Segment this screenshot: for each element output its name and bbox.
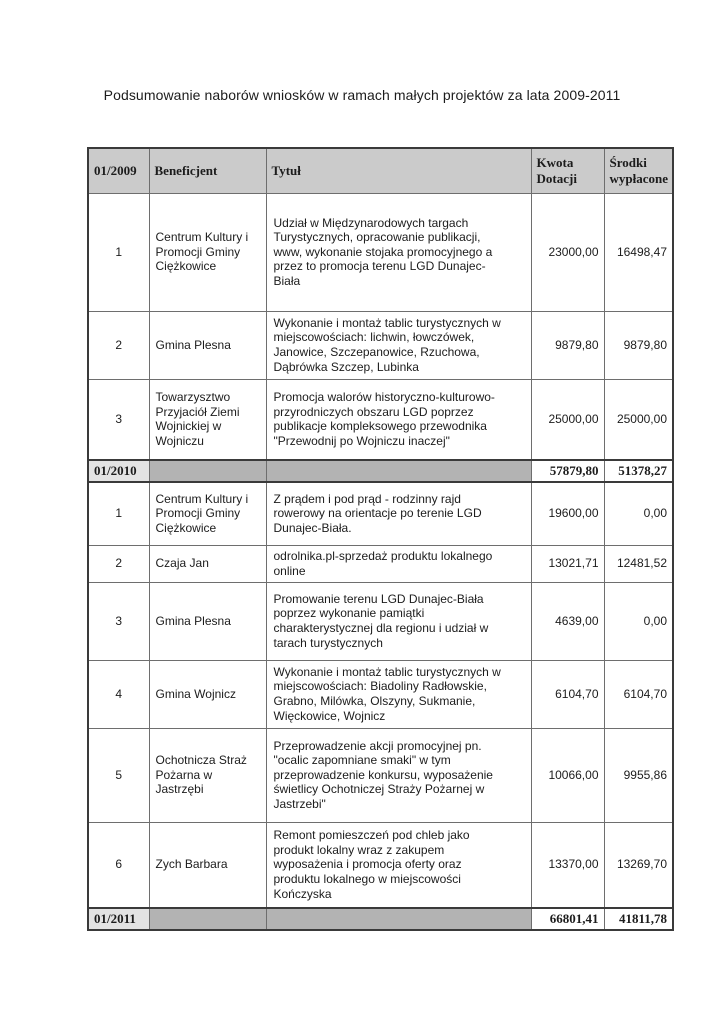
summary-period: 01/2010	[87, 459, 150, 483]
row-number: 1	[87, 481, 150, 546]
col-header-grant: Kwota Dotacji	[530, 147, 605, 194]
paid-amount: 9955,86	[603, 727, 674, 823]
summary-filler-cell	[265, 907, 532, 931]
project-title: Wykonanie i montaż tablic turystycznych …	[265, 659, 532, 729]
row-number: 3	[87, 581, 150, 661]
summary-grant-total: 66801,41	[530, 907, 605, 931]
page-title: Podsumowanie naborów wniosków w ramach m…	[103, 87, 621, 103]
grant-amount: 6104,70	[530, 659, 605, 729]
summary-filler-cell	[265, 459, 532, 483]
row-number: 6	[87, 821, 150, 909]
table-row: 2 Czaja Jan odrolnika.pl-sprzedaż produk…	[87, 544, 674, 583]
col-header-title: Tytuł	[265, 147, 532, 194]
paid-amount: 25000,00	[603, 378, 674, 461]
project-title: Remont pomieszczeń pod chleb jako produk…	[265, 821, 532, 909]
grant-amount: 19600,00	[530, 481, 605, 546]
paid-amount: 13269,70	[603, 821, 674, 909]
row-number: 4	[87, 659, 150, 729]
project-title: Przeprowadzenie akcji promocyjnej pn. "o…	[265, 727, 532, 823]
paid-amount: 0,00	[603, 481, 674, 546]
col-header-beneficiary: Beneficjent	[148, 147, 267, 194]
table-row: 3 Gmina Plesna Promowanie terenu LGD Dun…	[87, 581, 674, 661]
grant-amount: 13021,71	[530, 544, 605, 583]
col-header-period: 01/2009	[87, 147, 150, 194]
beneficiary-name: Towarzysztwo Przyjaciół Ziemi Wojnickiej…	[148, 378, 267, 461]
grant-amount: 9879,80	[530, 310, 605, 380]
projects-summary-table: 01/2009 Beneficjent Tytuł Kwota Dotacji …	[87, 147, 674, 931]
beneficiary-name: Centrum Kultury i Promocji Gminy Ciężkow…	[148, 481, 267, 546]
paid-amount: 0,00	[603, 581, 674, 661]
grant-amount: 13370,00	[530, 821, 605, 909]
col-header-paid: Środki wypłacone	[603, 147, 674, 194]
project-title: Promowanie terenu LGD Dunajec-Biała popr…	[265, 581, 532, 661]
project-title: Promocja walorów historyczno-kulturowo-p…	[265, 378, 532, 461]
beneficiary-name: Ochotnicza Straż Pożarna w Jastrzębi	[148, 727, 267, 823]
row-number: 1	[87, 192, 150, 312]
summary-paid-total: 51378,27	[603, 459, 674, 483]
grant-amount: 4639,00	[530, 581, 605, 661]
summary-row-2010: 01/2010 57879,80 51378,27	[87, 459, 674, 483]
summary-row-2011: 01/2011 66801,41 41811,78	[87, 907, 674, 931]
paid-amount: 6104,70	[603, 659, 674, 729]
table-row: 5 Ochotnicza Straż Pożarna w Jastrzębi P…	[87, 727, 674, 823]
project-title: Udział w Międzynarodowych targach Turyst…	[265, 192, 532, 312]
project-title: Wykonanie i montaż tablic turystycznych …	[265, 310, 532, 380]
paid-amount: 16498,47	[603, 192, 674, 312]
summary-paid-total: 41811,78	[603, 907, 674, 931]
table-row: 3 Towarzysztwo Przyjaciół Ziemi Wojnicki…	[87, 378, 674, 461]
beneficiary-name: Gmina Wojnicz	[148, 659, 267, 729]
summary-period: 01/2011	[87, 907, 150, 931]
table-row: 4 Gmina Wojnicz Wykonanie i montaż tabli…	[87, 659, 674, 729]
project-title: odrolnika.pl-sprzedaż produktu lokalnego…	[265, 544, 532, 583]
project-title: Z prądem i pod prąd - rodzinny rajd rowe…	[265, 481, 532, 546]
grant-amount: 10066,00	[530, 727, 605, 823]
summary-filler-cell	[148, 907, 267, 931]
beneficiary-name: Centrum Kultury i Promocji Gminy Ciężkow…	[148, 192, 267, 312]
beneficiary-name: Zych Barbara	[148, 821, 267, 909]
grant-amount: 25000,00	[530, 378, 605, 461]
table-row: 6 Zych Barbara Remont pomieszczeń pod ch…	[87, 821, 674, 909]
grant-amount: 23000,00	[530, 192, 605, 312]
row-number: 2	[87, 310, 150, 380]
row-number: 5	[87, 727, 150, 823]
row-number: 2	[87, 544, 150, 583]
paid-amount: 12481,52	[603, 544, 674, 583]
beneficiary-name: Gmina Plesna	[148, 310, 267, 380]
beneficiary-name: Czaja Jan	[148, 544, 267, 583]
paid-amount: 9879,80	[603, 310, 674, 380]
table-row: 1 Centrum Kultury i Promocji Gminy Ciężk…	[87, 481, 674, 546]
summary-filler-cell	[148, 459, 267, 483]
table-row: 1 Centrum Kultury i Promocji Gminy Ciężk…	[87, 192, 674, 312]
row-number: 3	[87, 378, 150, 461]
table-row: 2 Gmina Plesna Wykonanie i montaż tablic…	[87, 310, 674, 380]
summary-grant-total: 57879,80	[530, 459, 605, 483]
table-header-row: 01/2009 Beneficjent Tytuł Kwota Dotacji …	[87, 147, 674, 194]
beneficiary-name: Gmina Plesna	[148, 581, 267, 661]
